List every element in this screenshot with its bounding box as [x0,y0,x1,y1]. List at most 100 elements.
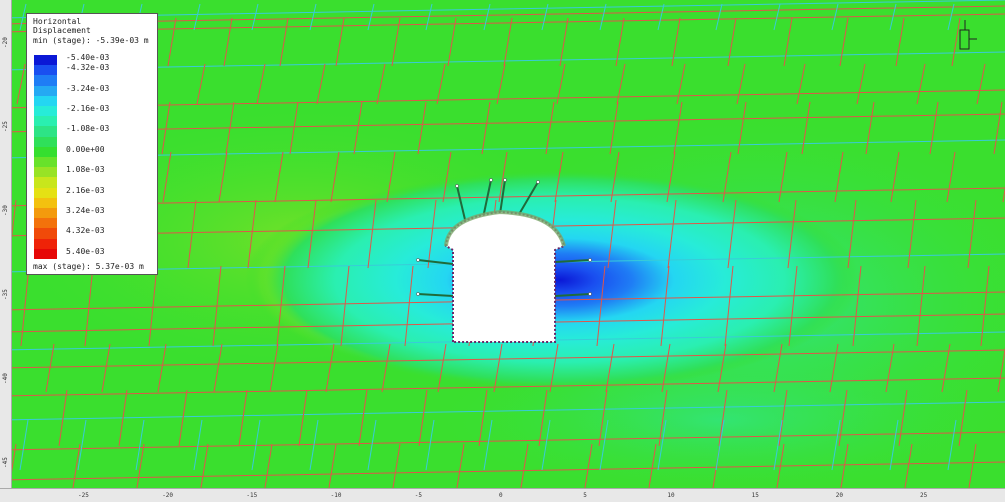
bolt-end [503,178,507,182]
y-tick-label: -35 [2,289,9,300]
mesh-line [673,101,683,155]
mesh-line [376,63,386,105]
mesh-line [885,343,895,393]
rock-bolt [554,259,591,263]
mesh-line [213,343,223,393]
mesh-line [976,63,986,105]
legend-swatch [34,116,57,127]
horizontal-ruler: -25 -20 -15 -10 -5 0 5 10 15 20 25 [0,488,1005,502]
mesh-line [340,265,350,347]
x-tick-label: -20 [162,492,174,499]
mesh-line [941,343,951,393]
mesh-line [309,3,317,31]
mesh-line [335,17,345,67]
mesh-line [775,443,785,495]
mesh-line [903,443,913,495]
y-tick-label: -30 [2,205,9,216]
legend-swatch [34,167,57,178]
mesh-line [330,151,340,203]
mesh-line [787,199,797,269]
legend-level-label: 0.00e+00 [66,144,105,154]
legend-swatch [34,126,57,138]
mesh-line [609,101,619,155]
bolt-end [588,258,592,262]
mesh-line [583,443,593,495]
legend-swatch [34,95,57,107]
mesh-line [0,13,1005,33]
mesh-line [437,343,447,393]
mesh-line [889,3,897,31]
mesh-line [657,419,667,471]
tunnel-excavation [444,210,566,343]
mesh-line [45,343,55,393]
mesh-line [967,199,977,269]
mesh-line [898,389,908,447]
mesh-line [16,63,26,105]
mesh-line [598,389,608,447]
mesh-line [447,17,457,67]
mesh-line [263,443,273,495]
mesh-line [19,3,27,31]
mesh-line [223,17,233,67]
mesh-line [279,17,289,67]
mesh-line [135,443,145,495]
mesh-line [503,17,513,67]
mesh-line [722,151,732,203]
y-tick-label: -25 [2,121,9,132]
mesh-line [889,419,899,471]
legend-level-label: -1.08e-03 [66,124,110,134]
mesh-line [773,343,783,393]
x-tick-label: 0 [499,492,503,499]
mesh-line [559,17,569,67]
rock-bolt [417,293,454,297]
mesh-line [657,3,665,31]
mesh-line [0,89,1005,109]
restraint-icon [959,20,977,50]
tunnel-liner [444,209,566,247]
mesh-line [727,199,737,269]
mesh-line [391,17,401,67]
mesh-line [660,265,670,347]
mesh-line [727,17,737,67]
mesh-line [615,17,625,67]
x-tick-label: 25 [920,492,928,499]
legend-swatch [34,136,57,148]
mesh-line [666,151,676,203]
mesh-line [0,349,1005,369]
mesh-line [199,443,209,495]
legend-swatch [34,75,57,87]
mesh-line [0,401,1005,421]
mesh-line [483,419,493,471]
mesh-line [325,343,335,393]
mesh-line [0,5,1005,25]
rock-bolt [554,293,591,297]
y-tick-label: -20 [2,37,9,48]
mesh-line [404,265,414,347]
mesh-line [418,389,428,447]
mesh-line [0,51,1005,71]
mesh-line [951,17,961,67]
mesh-line [852,265,862,347]
mesh-line [667,199,677,269]
mesh-line [838,389,848,447]
mesh-line [381,343,391,393]
mesh-line [647,443,657,495]
mesh-line [801,101,811,155]
mesh-line [425,419,435,471]
mesh-line [251,3,259,31]
mesh-line [353,101,363,155]
mesh-line [0,0,1005,19]
legend-swatch [34,187,57,199]
mesh-line [77,419,87,471]
mesh-line [427,199,437,269]
mesh-line [715,3,723,31]
mesh-line [834,151,844,203]
mesh-line [316,63,326,105]
mesh-line [386,151,396,203]
mesh-line [829,343,839,393]
mesh-line [661,343,671,393]
mesh-line [442,151,452,203]
bolt-end [416,292,420,296]
